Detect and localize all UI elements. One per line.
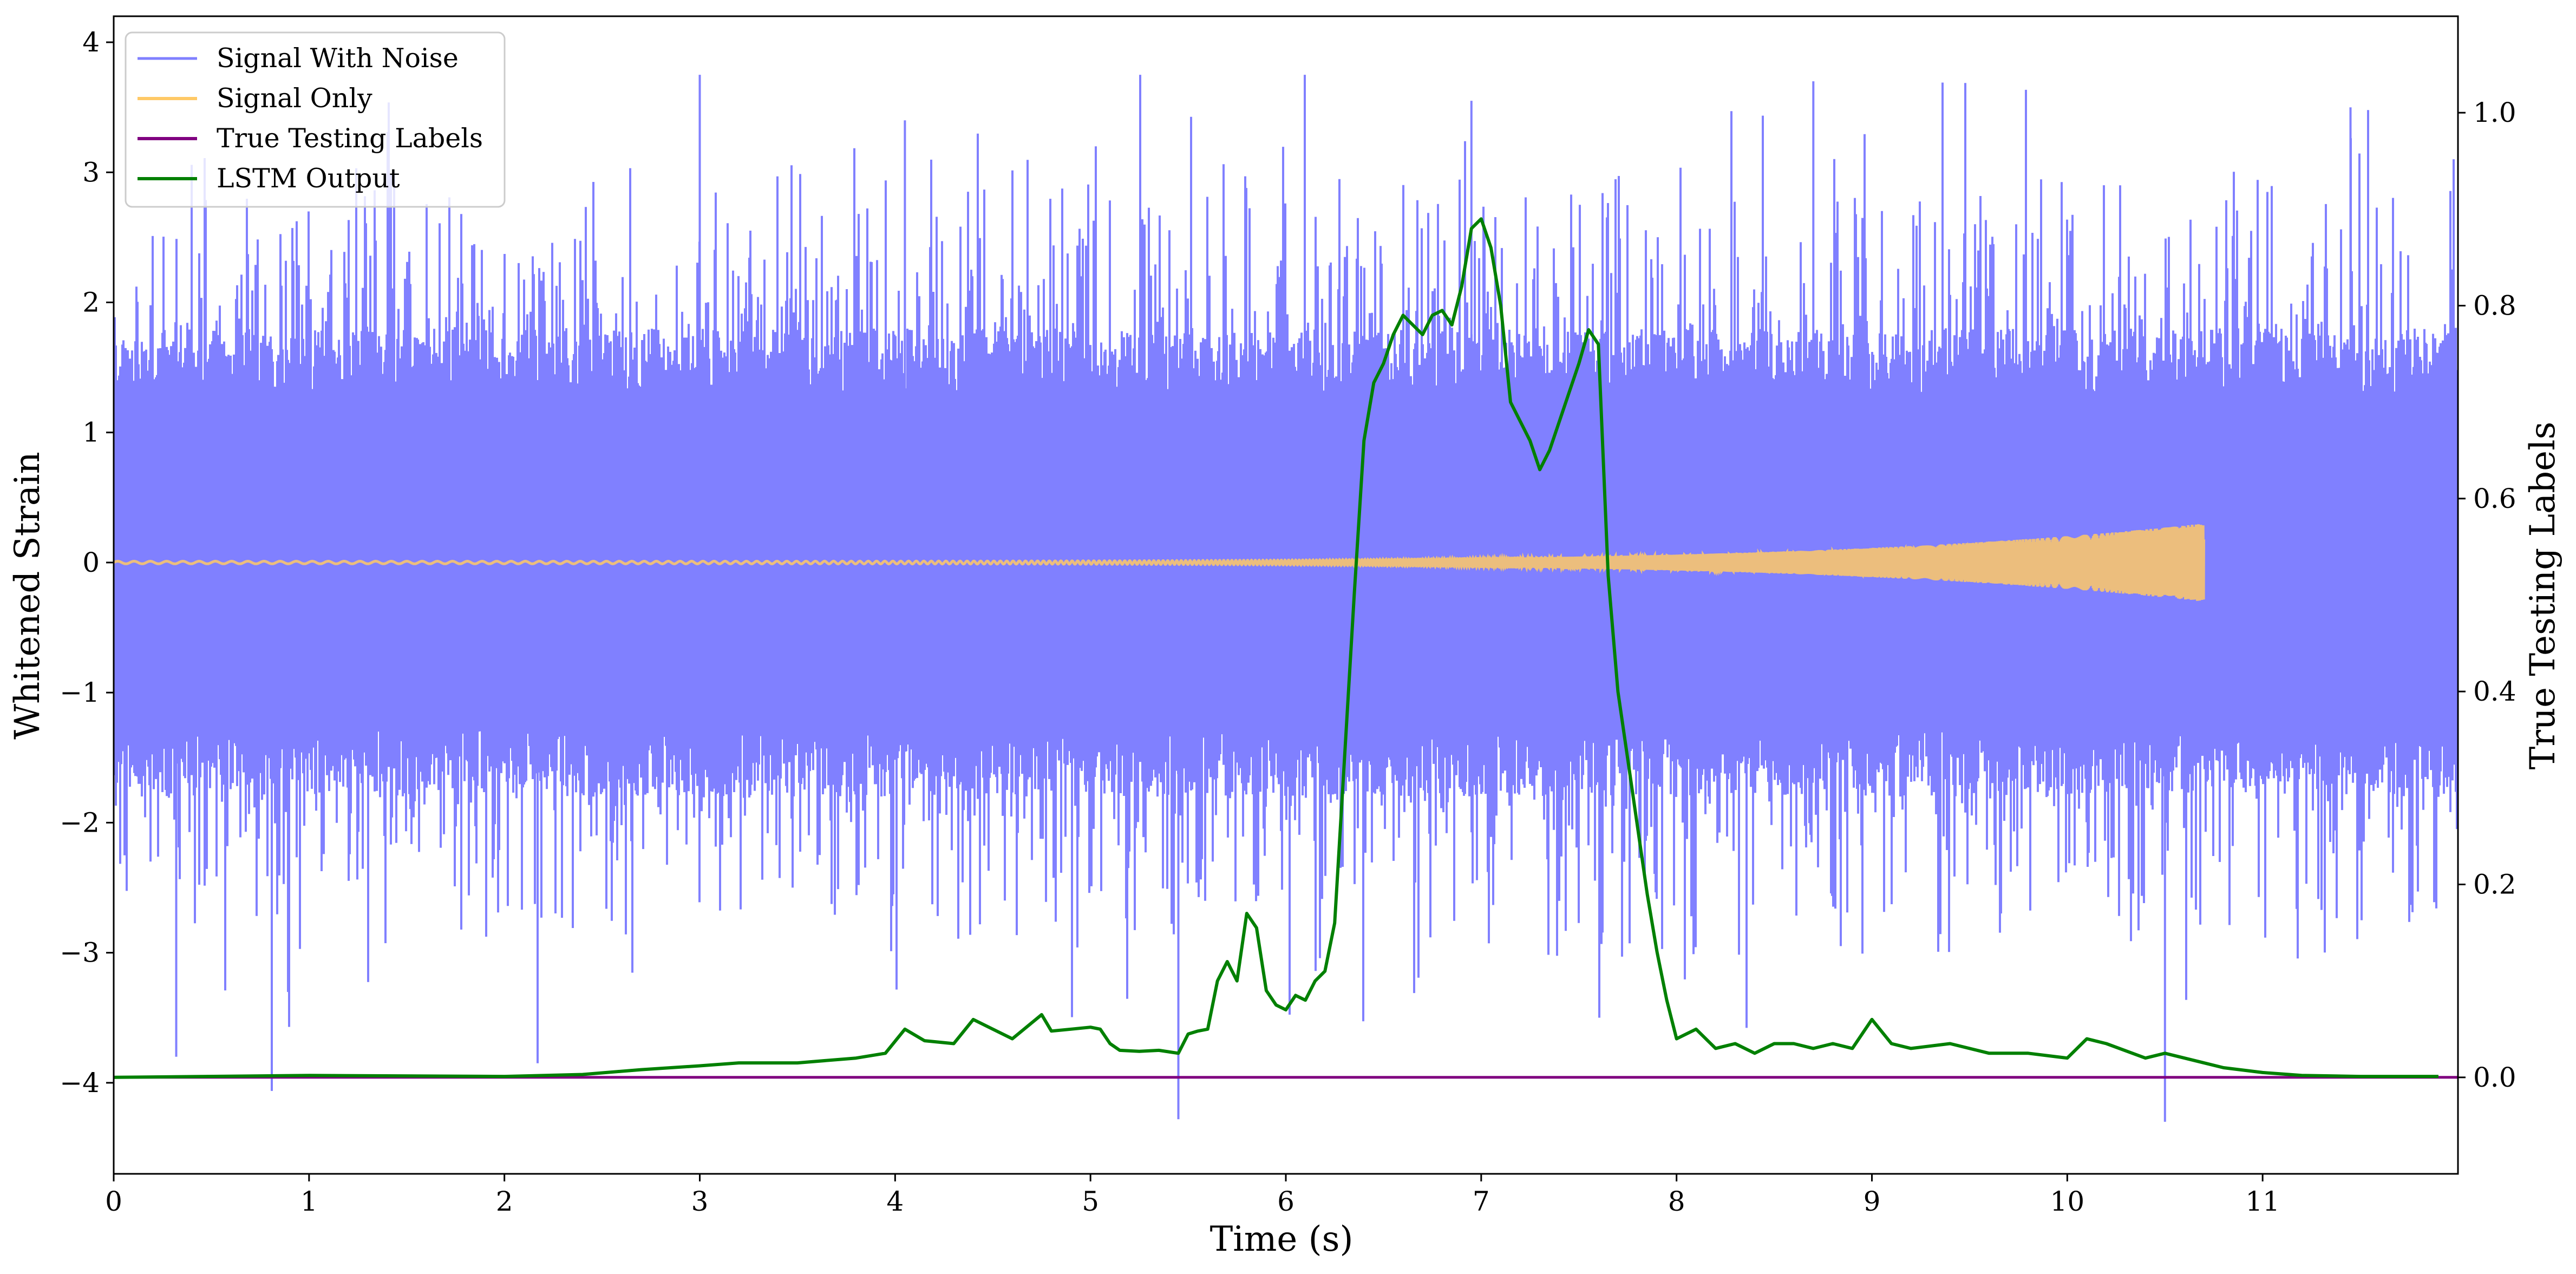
y-tick-label: −4	[60, 1067, 100, 1099]
legend: Signal With Noise Signal Only True Testing…	[125, 31, 506, 208]
y2-axis-label: True Testing Labels	[2523, 422, 2563, 770]
y-tick-label: −2	[60, 807, 100, 838]
axis-titles: Time (s) Whitened Strain True Testing La…	[8, 422, 2563, 1259]
series-signal-only	[114, 524, 2205, 601]
y2-tick-label: 0.6	[2473, 483, 2516, 514]
x-tick-label: 11	[2245, 1186, 2280, 1217]
x-tick-label: 2	[496, 1186, 513, 1217]
x-tick-label: 7	[1473, 1186, 1490, 1217]
y-tick-label: 2	[82, 286, 100, 318]
legend-label: True Testing Labels	[217, 123, 483, 154]
series-lstm-output	[114, 217, 2438, 1079]
x-tick-label: 9	[1864, 1186, 1881, 1217]
y-tick-label: 4	[82, 27, 100, 58]
series-signal-with-noise	[114, 75, 2458, 1122]
x-tick-label: 3	[691, 1186, 709, 1217]
x-tick-label: 4	[886, 1186, 904, 1217]
x-tick-label: 1	[300, 1186, 318, 1217]
plot-traces	[114, 75, 2458, 1122]
y-tick-label: 1	[82, 417, 100, 448]
y-tick-label: 0	[82, 547, 100, 578]
y2-tick-label: 0.8	[2473, 290, 2516, 322]
y2-tick-label: 0.4	[2473, 676, 2516, 707]
x-tick-label: 10	[2050, 1186, 2085, 1217]
axis-ticks: 0 1 2 3 4 5 6 7 8 9 10 11 −4 −3 −2 −1 0 1 2 3 4 0.0 0.2 0.4 0.6 0…	[60, 27, 2516, 1217]
legend-box	[125, 31, 506, 208]
y2-tick-label: 1.0	[2473, 97, 2516, 128]
legend-label: Signal Only	[217, 83, 372, 114]
y2-tick-label: 0.0	[2473, 1062, 2516, 1093]
x-axis-label: Time (s)	[1210, 1219, 1354, 1259]
x-tick-label: 8	[1668, 1186, 1685, 1217]
legend-label: LSTM Output	[217, 163, 400, 194]
legend-label: Signal With Noise	[217, 43, 459, 74]
y-tick-label: −1	[60, 677, 100, 708]
x-tick-label: 0	[105, 1186, 122, 1217]
y-tick-label: 3	[82, 156, 100, 188]
x-tick-label: 5	[1082, 1186, 1099, 1217]
y-tick-label: −3	[60, 937, 100, 969]
y-axis-label: Whitened Strain	[8, 452, 48, 739]
y2-tick-label: 0.2	[2473, 869, 2516, 900]
x-tick-label: 6	[1277, 1186, 1294, 1217]
